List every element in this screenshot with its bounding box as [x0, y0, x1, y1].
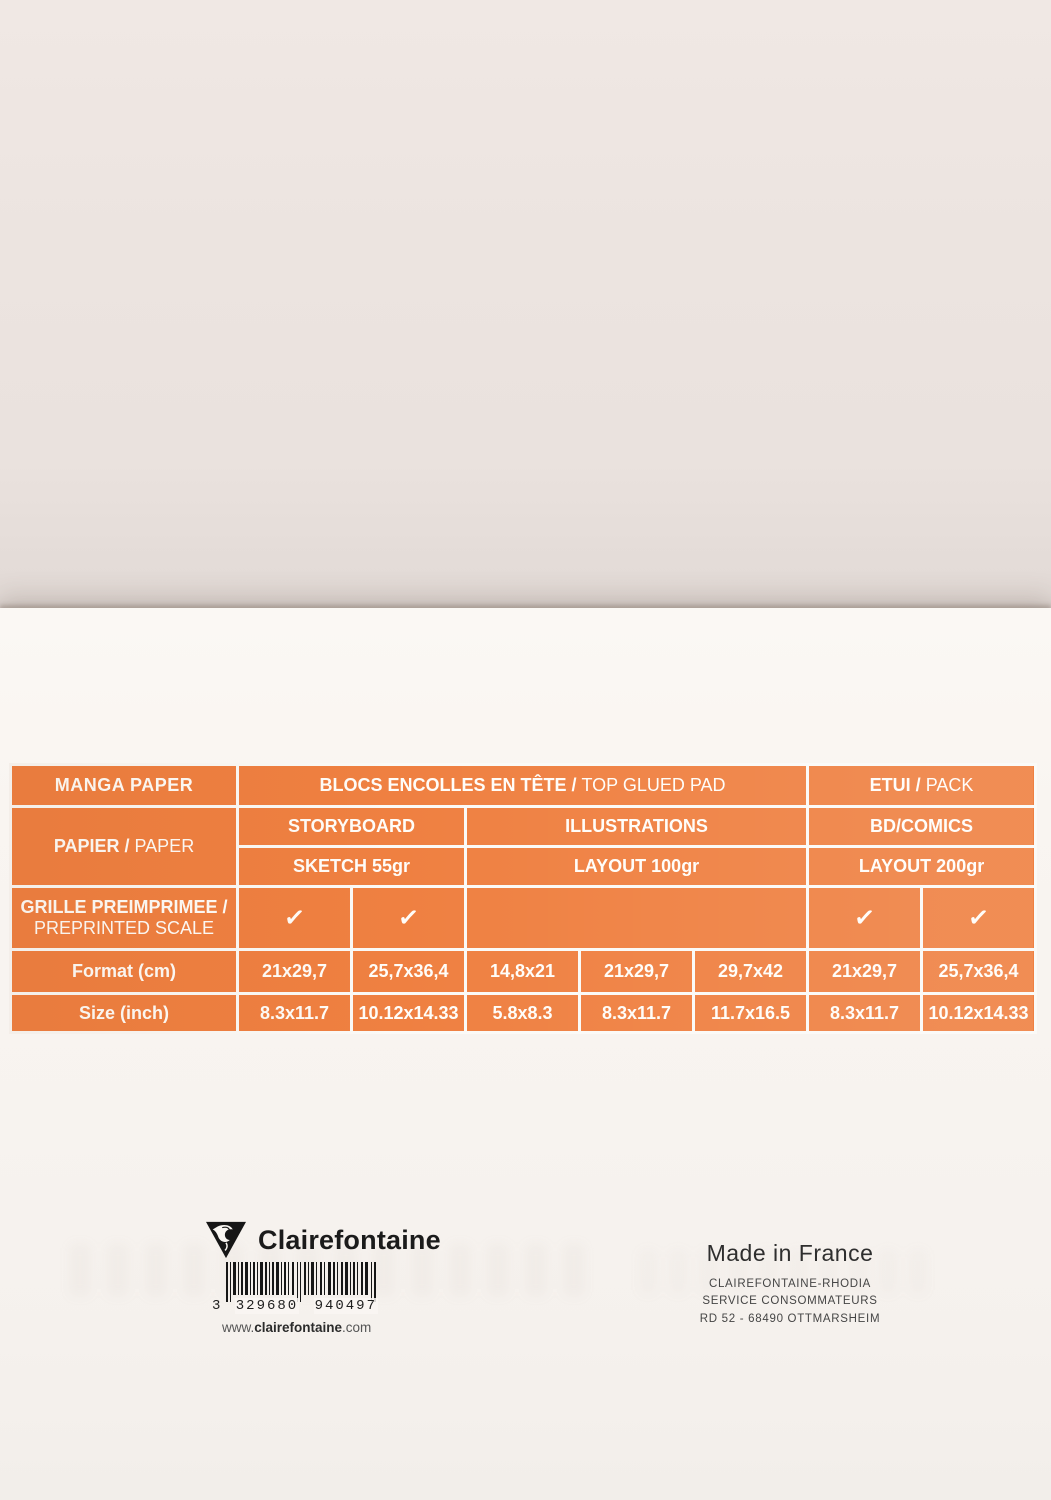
barcode-digit-group: 940497: [313, 1298, 378, 1314]
check-icon: ✓: [852, 902, 877, 933]
cell-check-bd-1: ✓: [809, 888, 921, 948]
photo-backdrop: [0, 0, 1051, 612]
format-value-cell: 21x29,7: [581, 951, 692, 992]
made-in-france-label: Made in France: [706, 1240, 874, 1266]
cell-papier-paper: PAPIER / PAPER: [12, 808, 236, 885]
paper-pad-package: [0, 608, 1051, 1500]
spec-table: MANGA PAPER BLOCS ENCOLLES EN TÊTE / TOP …: [9, 763, 1038, 1034]
cell-illustrations: ILLUSTRATIONS: [467, 808, 807, 845]
size-value-cell: 8.3x11.7: [581, 995, 692, 1031]
website-prefix: www.: [222, 1320, 255, 1335]
table-row-format-cm: Format (cm) 21x29,7 25,7x36,4 14,8x21 21…: [12, 951, 1035, 992]
cell-bd-comics: BD/COMICS: [809, 808, 1035, 845]
preprinted-label-fr: GRILLE PREIMPRIMEE /: [20, 897, 228, 918]
cell-size-label: Size (inch): [12, 995, 236, 1031]
table-row-categories: PAPIER / PAPER STORYBOARD ILLUSTRATIONS B…: [12, 808, 1035, 885]
website-suffix: .com: [342, 1320, 372, 1335]
cell-layout-100gr: LAYOUT 100gr: [467, 848, 807, 885]
check-icon: ✓: [966, 902, 991, 933]
format-value: 14,8x21: [489, 961, 556, 982]
cell-layout-200gr: LAYOUT 200gr: [809, 848, 1035, 885]
sketch-weight-label: SKETCH 55gr: [292, 856, 411, 877]
cell-top-glued-pad: BLOCS ENCOLLES EN TÊTE / TOP GLUED PAD: [239, 766, 807, 805]
format-label: Format (cm): [71, 961, 176, 982]
size-value: 8.3x11.7: [829, 1002, 900, 1023]
format-value-cell: 21x29,7: [239, 951, 350, 992]
brand-name: Clairefontaine: [258, 1224, 441, 1255]
barcode-digit-first: 3: [212, 1298, 221, 1314]
bd-comics-label: BD/COMICS: [870, 816, 974, 837]
size-value-cell: 10.12x14.33: [353, 995, 464, 1031]
table-row-header: MANGA PAPER BLOCS ENCOLLES EN TÊTE / TOP …: [12, 766, 1035, 805]
format-value-cell: 25,7x36,4: [923, 951, 1035, 992]
size-value: 10.12x14.33: [358, 1002, 459, 1023]
cell-etui-pack: ETUI / PACK: [809, 766, 1035, 805]
format-value-cell: 14,8x21: [467, 951, 578, 992]
clairefontaine-logo-icon: [206, 1221, 246, 1259]
format-value-cell: 29,7x42: [695, 951, 807, 992]
cell-preprinted-scale-label: GRILLE PREIMPRIMEE / PREPRINTED SCALE: [12, 888, 236, 948]
glued-pad-label-en: TOP GLUED PAD: [581, 775, 726, 796]
format-value: 29,7x42: [717, 961, 784, 982]
size-value-cell: 10.12x14.33: [923, 995, 1035, 1031]
cell-sketch-55gr: SKETCH 55gr: [239, 848, 464, 885]
table-row-preprinted-scale: GRILLE PREIMPRIMEE / PREPRINTED SCALE ✓ …: [12, 888, 1035, 948]
cell-check-storyboard-1: ✓: [239, 888, 350, 948]
manufacturer-address: CLAIREFONTAINE-RHODIA SERVICE CONSOMMATE…: [640, 1276, 940, 1328]
service-line: SERVICE CONSOMMATEURS: [702, 1295, 878, 1308]
size-label: Size (inch): [78, 1002, 169, 1023]
cell-check-illustrations-empty: [467, 888, 807, 948]
check-icon: ✓: [282, 902, 307, 933]
barcode-number: 3 329680 940497: [212, 1298, 378, 1314]
table-row-weights: SKETCH 55gr LAYOUT 100gr LAYOUT 200gr: [12, 848, 1035, 885]
cell-storyboard: STORYBOARD: [239, 808, 464, 845]
preprinted-label-en: PREPRINTED SCALE: [33, 918, 215, 938]
format-value: 21x29,7: [603, 961, 670, 982]
table-row-size-inch: Size (inch) 8.3x11.7 10.12x14.33 5.8x8.3…: [12, 995, 1035, 1031]
size-value: 11.7x16.5: [710, 1002, 791, 1023]
cell-check-storyboard-2: ✓: [353, 888, 464, 948]
manga-paper-label: MANGA PAPER: [54, 775, 194, 796]
size-value: 8.3x11.7: [259, 1002, 330, 1023]
glued-pad-label-fr: BLOCS ENCOLLES EN TÊTE /: [319, 775, 577, 796]
barcode-bars-icon: [226, 1262, 376, 1302]
format-value: 25,7x36,4: [938, 961, 1019, 982]
pack-label-en: PACK: [925, 775, 974, 796]
size-value: 10.12x14.33: [928, 1002, 1029, 1023]
origin-block: Made in France CLAIREFONTAINE-RHODIA SER…: [640, 1240, 940, 1328]
paper-label-en: PAPER: [134, 836, 195, 857]
format-value-cell: 25,7x36,4: [353, 951, 464, 992]
address-line: RD 52 - 68490 OTTMARSHEIM: [699, 1312, 881, 1325]
website-domain: clairefontaine: [254, 1320, 343, 1335]
size-value-cell: 11.7x16.5: [695, 995, 807, 1031]
illustrations-label: ILLUSTRATIONS: [565, 816, 708, 837]
cell-format-label: Format (cm): [12, 951, 236, 992]
layout100-weight-label: LAYOUT 100gr: [573, 856, 700, 877]
format-value: 25,7x36,4: [368, 961, 449, 982]
size-value-cell: 8.3x11.7: [809, 995, 921, 1031]
cell-manga-paper: MANGA PAPER: [12, 766, 236, 805]
size-value: 8.3x11.7: [601, 1002, 672, 1023]
barcode: 3 329680 940497: [212, 1262, 378, 1314]
size-value: 5.8x8.3: [492, 1002, 553, 1023]
size-value-cell: 5.8x8.3: [467, 995, 578, 1031]
format-value: 21x29,7: [831, 961, 898, 982]
layout200-weight-label: LAYOUT 200gr: [858, 856, 985, 877]
pack-label-fr: ETUI /: [869, 775, 921, 796]
format-value-cell: 21x29,7: [809, 951, 921, 992]
website-url: www.clairefontaine.com: [222, 1320, 371, 1335]
paper-label-fr: PAPIER /: [53, 836, 130, 857]
barcode-digit-group: 329680: [234, 1298, 300, 1314]
company-line: CLAIREFONTAINE-RHODIA: [708, 1278, 872, 1290]
check-icon: ✓: [396, 902, 421, 933]
brand-block: Clairefontaine: [203, 1220, 441, 1260]
size-value-cell: 8.3x11.7: [239, 995, 350, 1031]
storyboard-label: STORYBOARD: [287, 816, 415, 837]
cell-check-bd-2: ✓: [923, 888, 1035, 948]
format-value: 21x29,7: [261, 961, 328, 982]
